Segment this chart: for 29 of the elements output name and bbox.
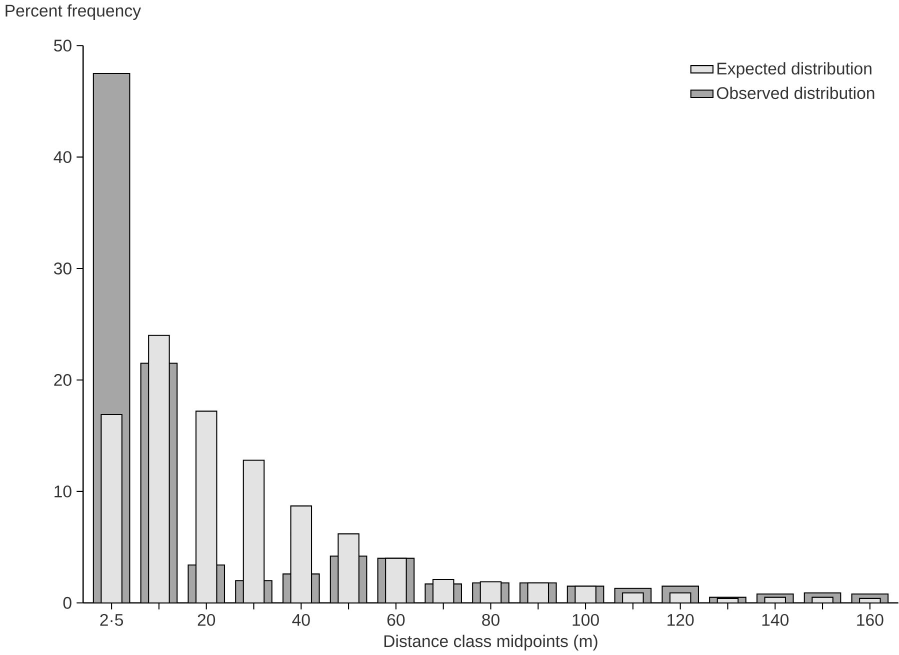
bar	[148, 335, 170, 603]
y-tick-label: 30	[54, 262, 72, 275]
bar	[196, 411, 217, 603]
x-tick-label: 40	[292, 614, 310, 626]
y-tick-label: 0	[63, 597, 72, 609]
legend-label: Observed distribution	[716, 86, 874, 100]
x-tick-label: 140	[762, 614, 789, 626]
bar	[338, 534, 359, 603]
bar	[101, 414, 122, 603]
bar	[575, 586, 596, 603]
x-tick-label: 80	[482, 614, 500, 626]
y-axis-title: Percent frequency	[6, 4, 142, 20]
bar	[480, 582, 502, 603]
bar	[432, 580, 454, 603]
legend-label: Expected distribution	[717, 62, 872, 78]
x-tick-label: 20	[198, 614, 216, 626]
x-tick-label: 160	[857, 614, 884, 626]
y-tick-label: 10	[54, 486, 72, 498]
x-tick-label: 2·5	[100, 614, 124, 626]
bar	[386, 558, 406, 603]
x-tick-label: 120	[668, 614, 694, 626]
bar	[243, 460, 264, 603]
y-tick-label: 40	[54, 151, 72, 164]
x-tick-label: 60	[387, 614, 405, 626]
y-tick-label: 50	[54, 40, 72, 52]
x-axis-title: Distance class midpoints (m)	[384, 634, 598, 651]
bar	[290, 506, 312, 603]
y-tick-label: 20	[54, 374, 72, 386]
x-tick-label: 100	[572, 614, 599, 626]
